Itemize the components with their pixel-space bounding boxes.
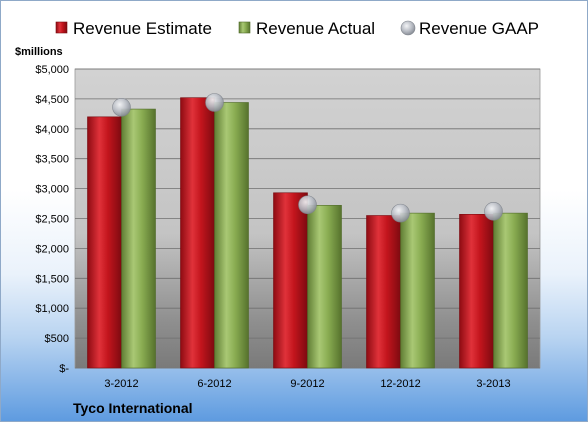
gaap-markers xyxy=(112,93,503,223)
y-axis-title: $millions xyxy=(15,46,63,58)
marker-revenue-gaap xyxy=(484,202,503,221)
marker-revenue-gaap xyxy=(391,203,410,223)
bar-revenue-estimate xyxy=(459,214,494,369)
company-name: Tyco International xyxy=(73,400,193,416)
x-tick-label: 3-2013 xyxy=(476,378,510,390)
bar-revenue-estimate xyxy=(180,97,215,369)
bar-revenue-estimate xyxy=(87,116,122,369)
legend-label: Revenue Estimate xyxy=(73,19,212,38)
marker-revenue-gaap xyxy=(205,93,224,112)
y-tick-label: $- xyxy=(59,363,69,375)
x-axis: 3-2012 6-2012 9-2012 12-2012 3-2013 xyxy=(104,378,510,390)
y-tick-label: $2,500 xyxy=(35,214,69,226)
bar-revenue-actual xyxy=(400,212,435,369)
y-tick-label: $500 xyxy=(45,333,69,345)
y-tick-label: $5,000 xyxy=(35,64,69,76)
bars xyxy=(87,97,528,369)
legend-swatch xyxy=(400,20,416,36)
x-tick-label: 12-2012 xyxy=(380,378,420,390)
y-tick-label: $1,500 xyxy=(35,273,69,285)
bar-revenue-estimate xyxy=(366,215,401,369)
x-tick-label: 9-2012 xyxy=(290,378,324,390)
marker-revenue-gaap xyxy=(298,195,317,215)
legend: Revenue Estimate Revenue Actual Revenue GA… xyxy=(55,19,539,38)
y-tick-label: $3,000 xyxy=(35,184,69,196)
bar-revenue-actual xyxy=(493,212,528,369)
legend-swatch xyxy=(55,21,68,34)
legend-label: Revenue Actual xyxy=(256,19,375,38)
y-tick-label: $2,000 xyxy=(35,243,69,255)
bar-revenue-actual xyxy=(214,102,249,369)
marker-revenue-gaap xyxy=(112,97,131,117)
legend-swatch xyxy=(238,21,251,34)
y-tick-label: $3,500 xyxy=(35,154,69,166)
y-tick-label: $4,000 xyxy=(35,124,69,136)
y-axis: $- $500 $1,000 $1,500 $2,000 $2,500 $3,000 $3,5… xyxy=(35,64,69,375)
legend-label: Revenue GAAP xyxy=(419,19,539,38)
bar-revenue-actual xyxy=(121,108,156,369)
y-tick-label: $1,000 xyxy=(35,303,69,315)
bar-revenue-actual xyxy=(307,205,342,369)
x-tick-label: 3-2012 xyxy=(104,378,138,390)
bar-revenue-estimate xyxy=(273,192,308,369)
x-tick-label: 6-2012 xyxy=(197,378,231,390)
y-tick-label: $4,500 xyxy=(35,94,69,106)
